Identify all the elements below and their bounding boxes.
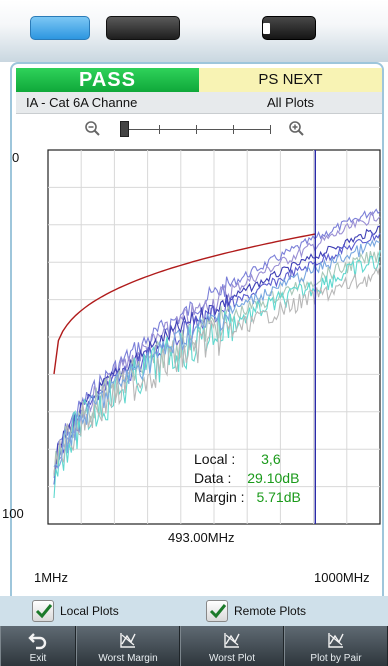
readout-data-label: Data : [194, 470, 232, 486]
plot-by-pair-button[interactable]: Plot by Pair [284, 626, 388, 666]
chart-icon [224, 633, 240, 648]
checkmark-icon [209, 604, 227, 619]
plot-by-pair-label: Plot by Pair [310, 653, 362, 664]
plot-selection-label[interactable]: All Plots [267, 95, 314, 110]
x-axis-right-label: 1000MHz [314, 570, 370, 585]
checkbox-box[interactable] [206, 600, 228, 622]
chart-icon [120, 633, 136, 648]
psnext-plot[interactable] [10, 144, 384, 556]
return-arrow-icon [28, 633, 47, 650]
remote-plots-label: Remote Plots [234, 604, 307, 618]
exit-button[interactable]: Exit [0, 626, 76, 666]
cursor-frequency-label: 493.00MHz [168, 530, 235, 545]
local-plots-checkbox[interactable]: Local Plots [32, 600, 119, 622]
pair-trace [53, 239, 380, 469]
limit-line [53, 233, 316, 375]
readout-data-row: Data : 29.10dB [194, 469, 301, 488]
battery-icon [262, 16, 316, 40]
readout-margin-label: Margin : [194, 489, 245, 505]
readout-local-row: Local : 3,6 [194, 450, 301, 469]
checkmark-icon [35, 604, 53, 619]
pair-trace [53, 210, 381, 479]
test-info-row: IA - Cat 6A Channe All Plots [16, 92, 382, 114]
x-axis-left-label: 1MHz [34, 570, 68, 585]
readout-local-value: 3,6 [261, 451, 281, 467]
test-name-label[interactable]: PS NEXT [199, 68, 382, 92]
status-bar [0, 0, 388, 62]
worst-plot-button[interactable]: Worst Plot [180, 626, 284, 666]
pass-status-badge: PASS [16, 68, 199, 92]
local-plots-label: Local Plots [60, 604, 119, 618]
y-axis-top-label: 0 [12, 150, 20, 165]
y-axis-bottom-label: 100 [2, 506, 24, 521]
worst-margin-label: Worst Margin [98, 653, 158, 664]
pair-trace [53, 250, 381, 499]
status-tab-blue[interactable] [30, 16, 90, 40]
worst-margin-button[interactable]: Worst Margin [76, 626, 180, 666]
zoom-in-icon[interactable] [288, 120, 306, 138]
worst-plot-label: Worst Plot [209, 653, 255, 664]
exit-label: Exit [29, 653, 47, 664]
zoom-thumb[interactable] [120, 121, 129, 137]
readout-margin-row: Margin : 5.71dB [194, 488, 301, 507]
plot-options-row: Local Plots Remote Plots [0, 596, 388, 626]
plot-grid [48, 150, 380, 524]
cable-type-label: IA - Cat 6A Channe [26, 95, 138, 110]
result-header: PASS PS NEXT [16, 68, 382, 92]
remote-plots-checkbox[interactable]: Remote Plots [206, 600, 306, 622]
checkbox-box[interactable] [32, 600, 54, 622]
status-tab-dark[interactable] [106, 16, 180, 40]
chart-icon [328, 633, 344, 648]
pair-trace [53, 225, 381, 476]
cursor-readout: Local : 3,6 Data : 29.10dB Margin : 5.71… [194, 450, 301, 507]
zoom-slider[interactable] [80, 118, 310, 140]
readout-margin-value: 5.71dB [256, 489, 301, 505]
zoom-out-icon[interactable] [84, 120, 102, 138]
readout-data-value: 29.10dB [247, 470, 300, 486]
readout-local-label: Local : [194, 451, 236, 467]
action-bar: Exit Worst Margin Worst Plot Plot by Pai… [0, 626, 388, 666]
plot-traces [53, 208, 381, 499]
